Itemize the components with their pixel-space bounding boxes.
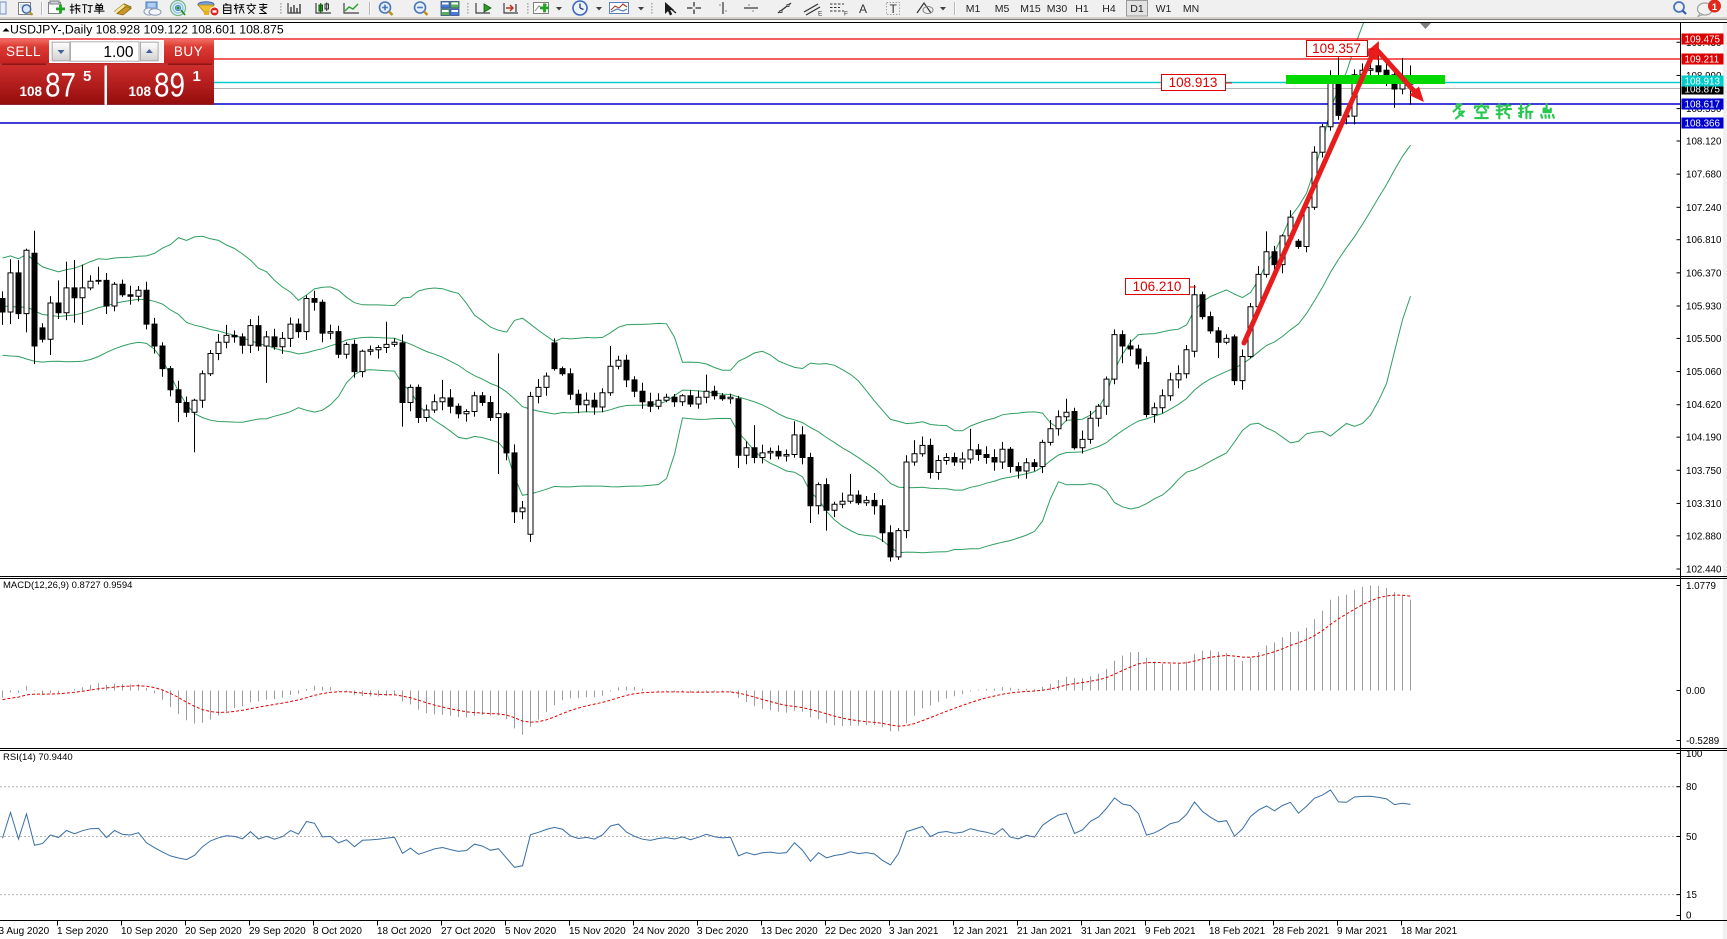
svg-text:BUY: BUY xyxy=(174,44,203,59)
svg-text:RSI(14) 70.9440: RSI(14) 70.9440 xyxy=(3,752,73,763)
svg-text:107.680: 107.680 xyxy=(1686,170,1722,181)
svg-text:89: 89 xyxy=(154,67,185,105)
svg-text:1.00: 1.00 xyxy=(103,44,134,61)
svg-text:-0.5289: -0.5289 xyxy=(1686,736,1719,747)
svg-text:18 Oct 2020: 18 Oct 2020 xyxy=(377,926,432,937)
svg-text:W1: W1 xyxy=(1156,3,1172,15)
svg-text:5: 5 xyxy=(83,68,91,85)
svg-text:D1: D1 xyxy=(1130,3,1144,15)
svg-text:15 Nov 2020: 15 Nov 2020 xyxy=(569,926,626,937)
svg-text:0.00: 0.00 xyxy=(1686,686,1706,697)
svg-text:21 Jan 2021: 21 Jan 2021 xyxy=(1017,926,1072,937)
svg-text:23 Aug 2020: 23 Aug 2020 xyxy=(0,926,50,937)
svg-text:31 Jan 2021: 31 Jan 2021 xyxy=(1081,926,1136,937)
svg-text:M1: M1 xyxy=(966,3,981,15)
svg-text:102.440: 102.440 xyxy=(1686,564,1722,575)
svg-text:106.370: 106.370 xyxy=(1686,268,1722,279)
svg-text:22 Dec 2020: 22 Dec 2020 xyxy=(825,926,882,937)
svg-text:9 Feb 2021: 9 Feb 2021 xyxy=(1145,926,1196,937)
svg-text:15: 15 xyxy=(1686,890,1697,901)
svg-text:H1: H1 xyxy=(1075,3,1089,15)
svg-text:20 Sep 2020: 20 Sep 2020 xyxy=(185,926,242,937)
svg-text:105.930: 105.930 xyxy=(1686,302,1722,313)
svg-text:29 Sep 2020: 29 Sep 2020 xyxy=(249,926,306,937)
svg-text:100: 100 xyxy=(1686,749,1703,760)
svg-text:109.475: 109.475 xyxy=(1685,35,1721,46)
svg-text:1: 1 xyxy=(193,68,201,85)
svg-text:104.620: 104.620 xyxy=(1686,400,1722,411)
svg-text:28 Feb 2021: 28 Feb 2021 xyxy=(1273,926,1330,937)
svg-text:1: 1 xyxy=(1712,2,1718,13)
svg-text:3 Dec 2020: 3 Dec 2020 xyxy=(697,926,749,937)
svg-text:108.913: 108.913 xyxy=(1685,77,1721,88)
svg-text:108.875: 108.875 xyxy=(1685,85,1721,96)
svg-text:18 Mar 2021: 18 Mar 2021 xyxy=(1401,926,1458,937)
svg-text:27 Oct 2020: 27 Oct 2020 xyxy=(441,926,496,937)
svg-text:109.357: 109.357 xyxy=(1312,41,1361,56)
svg-text:18 Feb 2021: 18 Feb 2021 xyxy=(1209,926,1266,937)
svg-text:5 Nov 2020: 5 Nov 2020 xyxy=(505,926,557,937)
svg-text:E: E xyxy=(818,11,823,18)
svg-text:12 Jan 2021: 12 Jan 2021 xyxy=(953,926,1008,937)
svg-text:0: 0 xyxy=(1686,911,1692,922)
svg-text:108.550: 108.550 xyxy=(1686,104,1722,115)
svg-text:MN: MN xyxy=(1183,3,1199,15)
svg-text:10 Sep 2020: 10 Sep 2020 xyxy=(121,926,178,937)
svg-text:108: 108 xyxy=(20,84,43,99)
svg-text:1 Sep 2020: 1 Sep 2020 xyxy=(57,926,109,937)
svg-text:108: 108 xyxy=(129,84,152,99)
svg-text:9 Mar 2021: 9 Mar 2021 xyxy=(1337,926,1388,937)
svg-text:105.060: 105.060 xyxy=(1686,367,1722,378)
svg-text:1.0779: 1.0779 xyxy=(1686,581,1716,592)
svg-text:H4: H4 xyxy=(1102,3,1116,15)
svg-text:M30: M30 xyxy=(1047,3,1068,15)
svg-text:108.366: 108.366 xyxy=(1685,119,1721,130)
svg-text:107.240: 107.240 xyxy=(1686,203,1722,214)
svg-text:M5: M5 xyxy=(995,3,1010,15)
svg-text:T: T xyxy=(890,2,898,16)
svg-text:108.120: 108.120 xyxy=(1686,137,1722,148)
svg-text:108.617: 108.617 xyxy=(1685,100,1720,111)
svg-text:USDJPY-,Daily 108.928 109.122: USDJPY-,Daily 108.928 109.122 108.601 10… xyxy=(10,23,284,37)
svg-text:13 Dec 2020: 13 Dec 2020 xyxy=(761,926,818,937)
svg-text:50: 50 xyxy=(1686,832,1697,843)
svg-text:F: F xyxy=(844,11,848,18)
svg-text:SELL: SELL xyxy=(6,44,41,59)
svg-text:106.210: 106.210 xyxy=(1133,279,1182,294)
svg-text:108.913: 108.913 xyxy=(1169,75,1218,90)
svg-text:105.500: 105.500 xyxy=(1686,334,1722,345)
svg-text:104.190: 104.190 xyxy=(1686,433,1722,444)
svg-text:103.310: 103.310 xyxy=(1686,499,1722,510)
svg-text:24 Nov 2020: 24 Nov 2020 xyxy=(633,926,690,937)
svg-text:8 Oct 2020: 8 Oct 2020 xyxy=(313,926,362,937)
svg-text:106.810: 106.810 xyxy=(1686,235,1722,246)
svg-text:MACD(12,26,9) 0.8727 0.9594: MACD(12,26,9) 0.8727 0.9594 xyxy=(3,580,132,591)
svg-text:A: A xyxy=(859,2,867,16)
svg-text:109.211: 109.211 xyxy=(1685,55,1720,66)
svg-text:3 Jan 2021: 3 Jan 2021 xyxy=(889,926,939,937)
svg-text:M15: M15 xyxy=(1020,3,1041,15)
svg-text:87: 87 xyxy=(45,67,76,105)
svg-text:102.880: 102.880 xyxy=(1686,531,1722,542)
svg-text:80: 80 xyxy=(1686,782,1697,793)
svg-text:103.750: 103.750 xyxy=(1686,466,1722,477)
